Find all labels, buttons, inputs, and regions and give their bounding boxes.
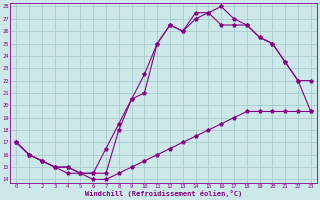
X-axis label: Windchill (Refroidissement éolien,°C): Windchill (Refroidissement éolien,°C) — [85, 190, 242, 197]
